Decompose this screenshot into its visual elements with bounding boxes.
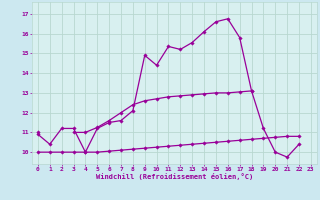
- X-axis label: Windchill (Refroidissement éolien,°C): Windchill (Refroidissement éolien,°C): [96, 173, 253, 180]
